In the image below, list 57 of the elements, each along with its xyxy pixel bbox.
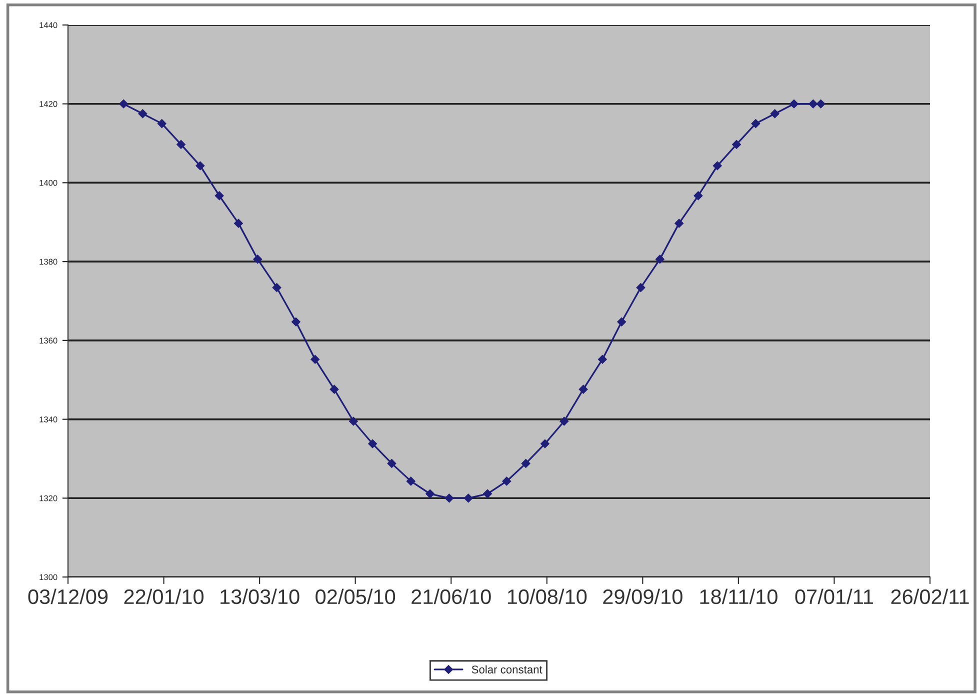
y-tick-label: 1420: [40, 101, 58, 107]
point: [770, 109, 780, 118]
point: [540, 439, 550, 448]
point: [272, 283, 282, 292]
y-tick-label: 1360: [40, 338, 58, 344]
y-tick-label: 1400: [40, 180, 58, 186]
point: [521, 458, 530, 468]
point: [598, 354, 607, 364]
point: [502, 476, 512, 486]
point: [617, 317, 626, 326]
point: [712, 161, 722, 170]
point: [196, 161, 205, 170]
x-tick-label: 26/02/11: [891, 588, 969, 604]
x-tick-label: 10/08/10: [508, 588, 587, 604]
point: [464, 494, 473, 503]
x-tick-label: 02/05/10: [316, 588, 396, 604]
point: [138, 109, 148, 118]
point: [406, 476, 416, 486]
point: [426, 489, 434, 498]
point: [176, 140, 186, 149]
point: [310, 354, 320, 364]
point: [808, 99, 818, 108]
legend-label: Solar constant: [472, 665, 542, 674]
x-tick-label: 18/11/10: [700, 588, 778, 604]
point: [119, 99, 128, 108]
y-tick-label: 1300: [40, 574, 58, 580]
point: [674, 218, 684, 228]
y-tick-label: 1380: [40, 258, 58, 265]
point: [214, 191, 224, 200]
point: [368, 439, 378, 448]
x-tick-label: 03/12/09: [28, 588, 108, 604]
point: [330, 384, 339, 394]
y-tick-label: 1340: [40, 416, 58, 422]
point: [816, 99, 826, 108]
point: [790, 99, 798, 108]
x-tick-label: 07/01/11: [795, 588, 873, 604]
point: [157, 119, 166, 128]
x-tick-label: 21/06/10: [412, 588, 491, 604]
point: [732, 140, 741, 149]
x-tick-label: 13/03/10: [220, 588, 300, 604]
point: [560, 416, 569, 426]
point: [234, 218, 243, 228]
point: [253, 254, 262, 264]
y-tick-label: 1320: [40, 495, 58, 502]
point: [292, 317, 300, 326]
x-tick-label: 29/09/10: [603, 588, 682, 604]
point: [444, 494, 454, 503]
point: [751, 119, 760, 128]
x-tick-label: 22/01/10: [124, 588, 204, 604]
y-tick-label: 1440: [40, 22, 58, 28]
point: [348, 416, 358, 426]
point: [483, 489, 492, 498]
point: [655, 254, 664, 264]
point: [636, 283, 646, 292]
point: [387, 458, 396, 468]
point: [694, 191, 703, 200]
point: [578, 384, 588, 394]
